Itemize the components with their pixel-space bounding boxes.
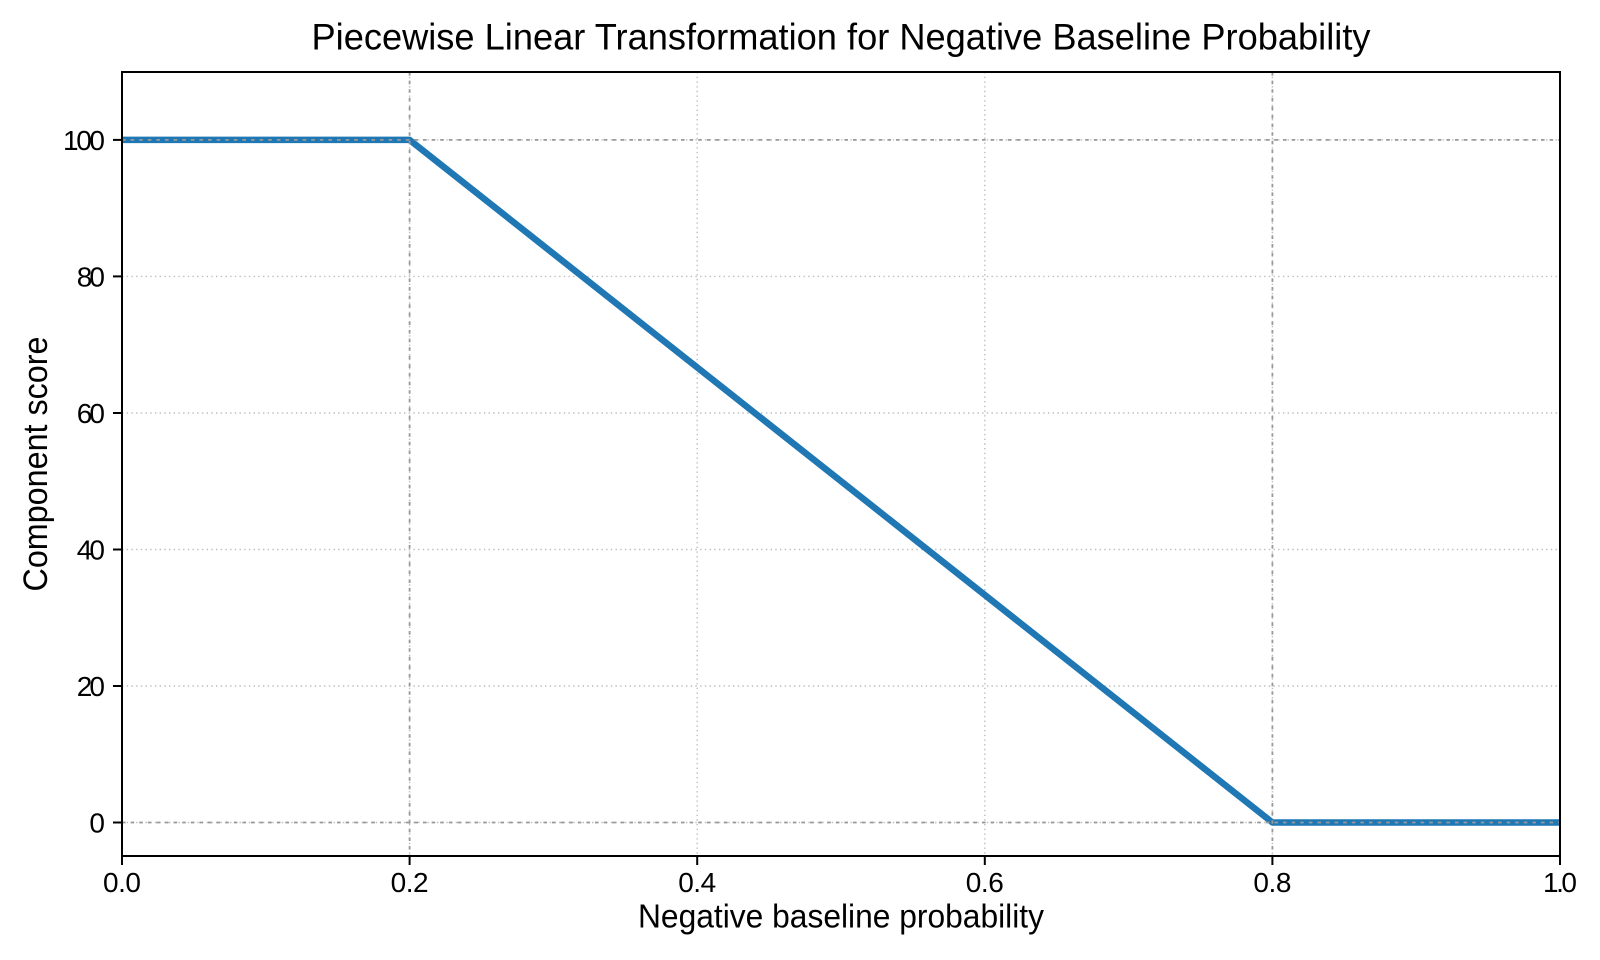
svg-text:Piecewise Linear Transformatio: Piecewise Linear Transformation for Nega… [312, 17, 1371, 58]
svg-text:Component score: Component score [17, 337, 55, 592]
svg-text:60: 60 [77, 398, 105, 429]
svg-text:1.0: 1.0 [1543, 867, 1577, 898]
svg-text:100: 100 [63, 125, 105, 156]
svg-text:40: 40 [77, 534, 105, 565]
svg-text:0.8: 0.8 [1253, 867, 1291, 898]
svg-text:0.4: 0.4 [678, 867, 716, 898]
svg-text:0: 0 [89, 807, 105, 838]
svg-text:80: 80 [77, 261, 105, 292]
svg-text:0.0: 0.0 [103, 867, 141, 898]
svg-text:0.2: 0.2 [391, 867, 429, 898]
svg-text:Negative baseline probability: Negative baseline probability [638, 899, 1044, 936]
svg-text:0.6: 0.6 [966, 867, 1004, 898]
svg-text:20: 20 [77, 671, 105, 702]
